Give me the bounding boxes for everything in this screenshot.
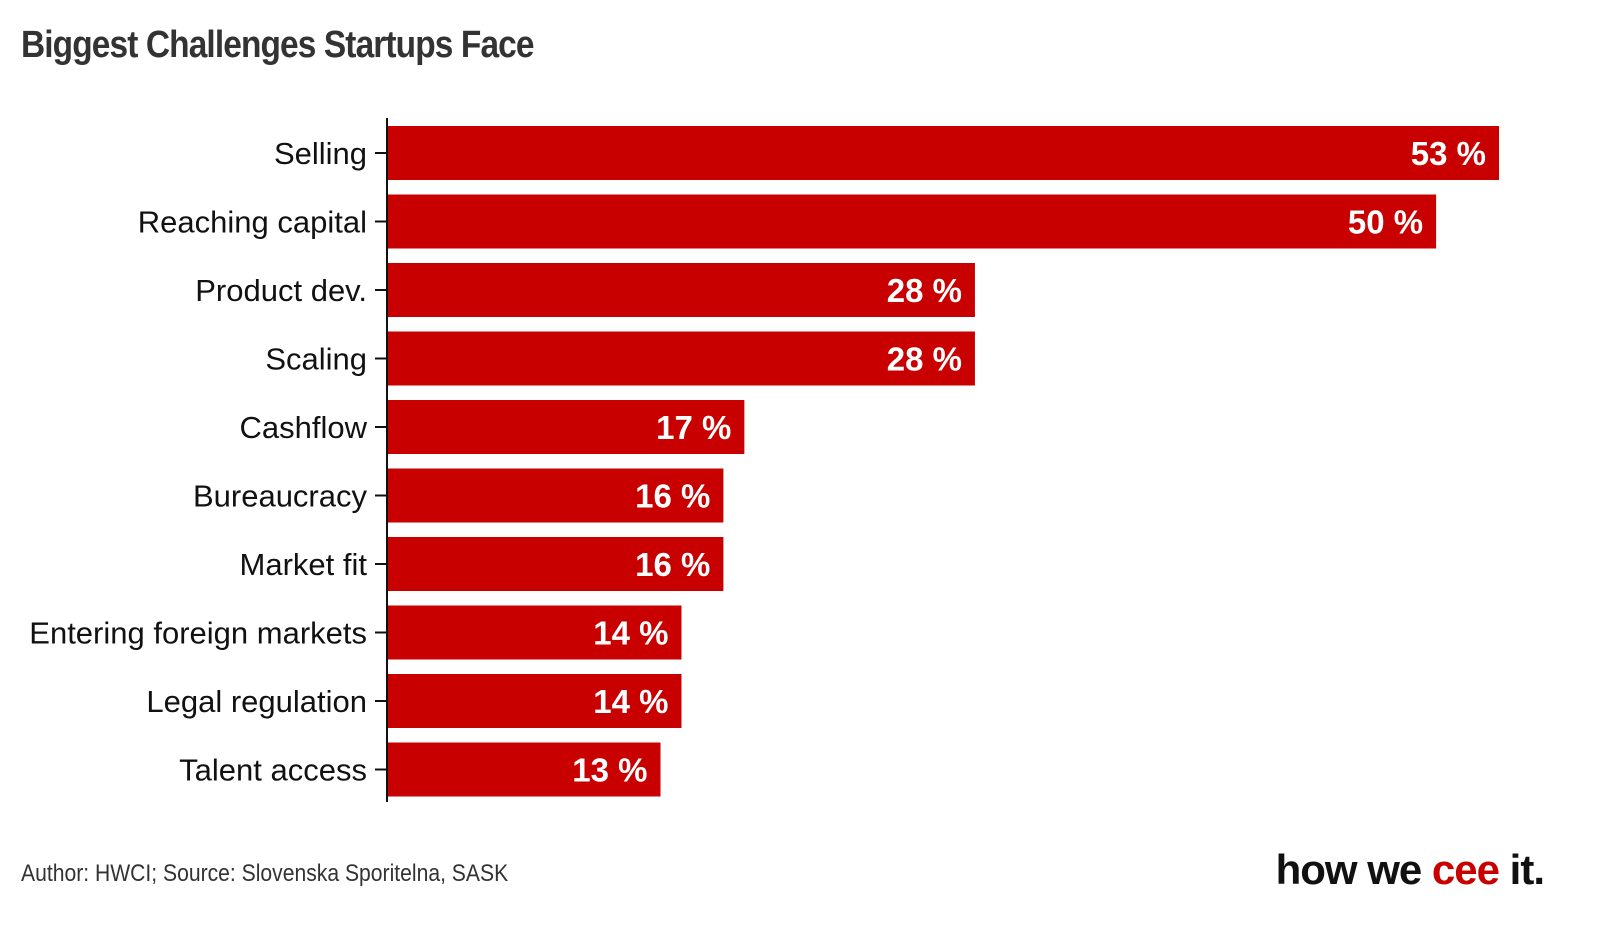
value-label: 13 %	[572, 752, 647, 789]
bar	[388, 674, 682, 728]
bar	[388, 400, 745, 454]
bar	[388, 537, 724, 591]
category-label: Talent access	[179, 753, 367, 788]
value-label: 16 %	[635, 546, 710, 583]
logo-text: it.	[1499, 846, 1545, 893]
logo-text-accent: cee	[1431, 846, 1500, 893]
category-label: Legal regulation	[146, 684, 367, 719]
category-label: Entering foreign markets	[29, 616, 367, 651]
value-label: 28 %	[887, 341, 962, 378]
value-label: 16 %	[635, 478, 710, 515]
category-label: Bureaucracy	[193, 479, 368, 514]
bar	[388, 194, 1437, 249]
category-label: Selling	[274, 136, 367, 171]
logo: how we cee it.	[1275, 846, 1545, 894]
value-label: 14 %	[593, 683, 668, 720]
chart-title: Biggest Challenges Startups Face	[21, 24, 534, 66]
bar	[388, 126, 1499, 180]
value-label: 17 %	[656, 409, 731, 446]
value-label: 14 %	[593, 615, 668, 652]
value-label: 53 %	[1411, 135, 1486, 172]
value-label: 50 %	[1348, 204, 1423, 241]
category-label: Product dev.	[195, 273, 367, 308]
bar	[388, 605, 682, 660]
bar	[388, 468, 724, 523]
value-label: 28 %	[887, 272, 962, 309]
bar	[388, 331, 975, 386]
category-label: Reaching capital	[138, 205, 367, 240]
category-label: Scaling	[265, 342, 367, 377]
category-label: Cashflow	[240, 410, 368, 445]
bar	[388, 742, 661, 797]
category-label: Market fit	[240, 547, 368, 582]
bar	[388, 263, 975, 317]
logo-text: how we	[1275, 846, 1432, 893]
source-note: Author: HWCI; Source: Slovenska Sporitel…	[21, 860, 509, 887]
